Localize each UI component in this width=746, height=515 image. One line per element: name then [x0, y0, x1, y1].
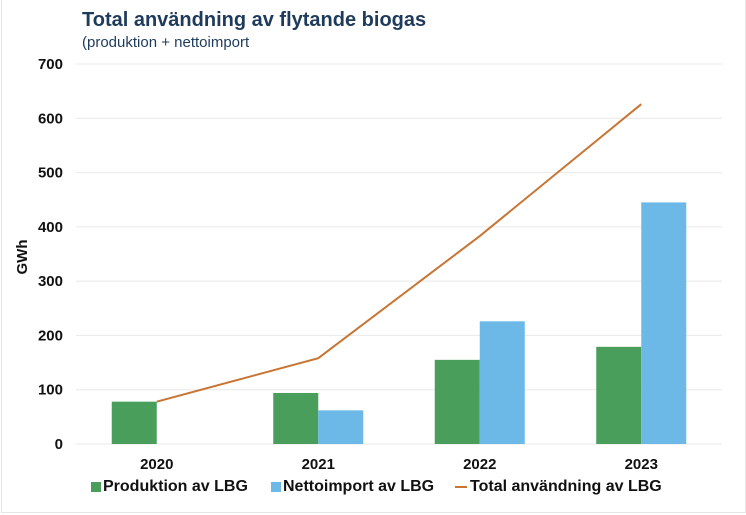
legend-item-nettoimport: Nettoimport av LBG	[271, 478, 434, 496]
legend-item-total: Total användning av LBG	[455, 478, 662, 496]
lines	[156, 103, 642, 403]
legend-swatch-total	[455, 486, 467, 488]
y-tick-label: 200	[38, 327, 63, 344]
bar-produktion-2021	[273, 392, 319, 444]
legend-swatch-produktion	[91, 482, 101, 492]
y-tick-label: 500	[38, 165, 63, 182]
x-tick-label: 2020	[140, 456, 173, 473]
x-tick-label: 2022	[463, 456, 496, 473]
y-tick-label: 600	[38, 110, 63, 127]
x-tick-label: 2023	[625, 456, 658, 473]
chart-title: Total användning av flytande biogas	[82, 9, 427, 31]
line-total	[156, 103, 642, 403]
y-tick-label: 100	[38, 382, 63, 399]
y-tick-label: 300	[38, 273, 63, 290]
legend: Produktion av LBG Nettoimport av LBG Tot…	[0, 478, 746, 502]
y-axis-ticks: 0 100 200 300 400 500 600 700	[38, 56, 63, 453]
bar-nettoimport-2021	[318, 410, 364, 444]
y-axis-label: GWh	[14, 240, 31, 275]
bar-produktion-2023	[596, 346, 642, 444]
x-tick-label: 2021	[302, 456, 335, 473]
y-tick-label: 700	[38, 56, 63, 73]
x-axis-ticks: 2020 2021 2022 2023	[140, 456, 658, 473]
bar-produktion-2020	[111, 401, 157, 444]
legend-label: Produktion av LBG	[103, 478, 248, 495]
legend-item-produktion: Produktion av LBG	[91, 478, 248, 496]
bar-produktion-2022	[434, 359, 480, 444]
y-tick-label: 0	[55, 436, 63, 453]
bars	[111, 202, 687, 444]
y-tick-label: 400	[38, 219, 63, 236]
chart-subtitle: (produktion + nettoimport	[82, 34, 250, 51]
legend-label: Total användning av LBG	[470, 478, 662, 495]
legend-label: Nettoimport av LBG	[283, 478, 435, 495]
bar-nettoimport-2023	[641, 202, 687, 444]
bar-nettoimport-2022	[479, 321, 525, 444]
legend-swatch-nettoimport	[271, 482, 281, 492]
